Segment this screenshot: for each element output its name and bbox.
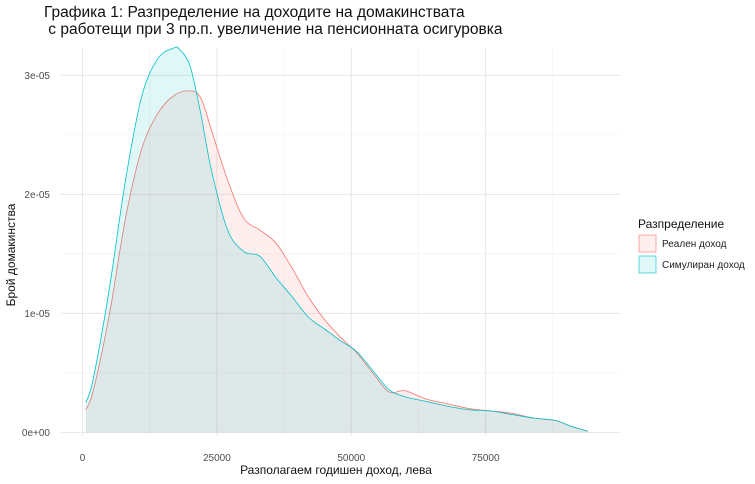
y-tick-label: 1e-05 (24, 309, 50, 320)
legend-key-simulated-income (638, 255, 657, 274)
y-tick-label: 0e+00 (22, 428, 51, 439)
y-axis-title: Брой домакинства (4, 203, 18, 306)
grid-lines (61, 48, 620, 436)
x-tick-label: 50000 (337, 453, 365, 464)
density-area-simulated-income-outline (85, 46, 588, 432)
density-area-simulated-income (85, 46, 588, 433)
legend-key-real-income (638, 234, 657, 253)
x-axis-title: Разполагаем годишен доход, лева (240, 463, 432, 477)
legend: Разпределение Реален доход Симулиран дох… (638, 217, 745, 274)
axis-ticks: 0 25000 50000 75000 0e+00 1e-05 2e-05 3e-05 (22, 71, 500, 464)
x-tick-label: 75000 (472, 453, 500, 464)
legend-title: Разпределение (638, 217, 725, 231)
density-area-real-income (85, 90, 588, 433)
legend-label-simulated-income: Симулиран доход (662, 260, 745, 271)
density-areas (85, 46, 588, 433)
x-tick-label: 25000 (203, 453, 231, 464)
y-tick-label: 2e-05 (24, 190, 50, 201)
chart-title-line-2: с работещи при 3 пр.п. увеличение на пен… (44, 21, 503, 38)
legend-label-real-income: Реален доход (662, 239, 727, 250)
x-tick-label: 0 (80, 453, 86, 464)
y-tick-label: 3e-05 (24, 71, 50, 82)
chart-title-line-1: Графика 1: Разпределение на доходите на … (44, 4, 465, 21)
